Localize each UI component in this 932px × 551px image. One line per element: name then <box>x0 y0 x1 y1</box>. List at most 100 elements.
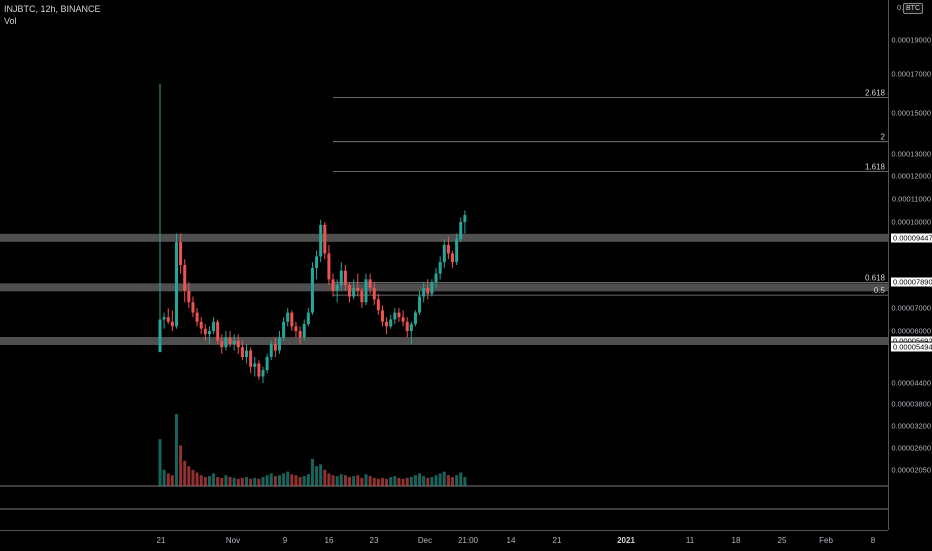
candle-body <box>277 337 281 351</box>
fib-level-label: 0.5 <box>874 286 886 295</box>
price-tick-label: 0.00002600 <box>891 443 931 453</box>
candle-body <box>434 273 438 283</box>
volume-bar <box>212 473 216 486</box>
volume-bar <box>430 477 434 486</box>
candle-body <box>368 279 372 288</box>
volume-bar <box>442 471 446 486</box>
support-resistance-zone <box>0 283 888 292</box>
fib-level-label: 1.618 <box>865 163 886 172</box>
volume-bar <box>393 476 397 486</box>
fib-level-label: 0.618 <box>865 273 886 282</box>
volume-bar <box>282 473 286 486</box>
candle-body <box>228 337 232 344</box>
candle-body <box>343 270 347 286</box>
volume-bar <box>401 478 405 486</box>
candle-body <box>257 363 261 377</box>
volume-bar <box>360 477 364 486</box>
time-tick-label: Dec <box>417 536 433 545</box>
candle-body <box>389 319 393 327</box>
volume-bar <box>240 477 244 486</box>
time-tick-label: 21 <box>552 536 562 545</box>
time-tick-label: 8 <box>870 536 876 545</box>
price-tick-label: 0.00012000 <box>891 171 931 181</box>
volume-bar <box>463 477 467 486</box>
volume-bar <box>249 478 253 486</box>
candle-body <box>331 279 335 291</box>
candle-body <box>187 290 191 303</box>
candle-body <box>409 324 413 331</box>
candle-body <box>426 287 430 294</box>
candle-body <box>413 312 417 325</box>
time-tick-label: 11 <box>685 536 695 545</box>
candle-body <box>249 350 253 367</box>
volume-bar <box>339 474 343 486</box>
volume-bar <box>245 477 249 486</box>
volume-bar <box>265 475 269 486</box>
volume-bar <box>409 477 413 486</box>
price-tick-label: 0.00011000 <box>891 194 931 204</box>
time-tick-label: 21 <box>156 536 166 545</box>
volume-bar <box>323 469 327 486</box>
price-tick-label: 0.00015000 <box>891 108 931 118</box>
candle-body <box>269 344 273 357</box>
time-axis[interactable]: 21 Nov 9 16 23 Dec 21:00 14 21 2021 11 18 25 Feb 8 <box>0 530 888 551</box>
support-resistance-zone <box>0 337 888 346</box>
volume-bar <box>364 474 368 486</box>
volume-legend: Vol <box>4 16 17 26</box>
volume-bar <box>380 477 384 486</box>
candle-body <box>364 279 368 303</box>
volume-bar <box>455 475 459 486</box>
price-level-label: 0.00007890 <box>890 276 932 288</box>
candle-body <box>352 287 356 297</box>
volume-bar <box>228 477 232 486</box>
candle-body <box>323 224 327 254</box>
candle-body <box>191 302 195 313</box>
volume-bar <box>306 474 310 486</box>
fib-level-label: 2 <box>881 133 886 142</box>
candle-body <box>430 282 434 294</box>
price-chart[interactable]: 2.618 2 1.618 0.618 0.5 <box>0 0 888 530</box>
candle-body <box>418 296 422 313</box>
price-tick-label: 0.00003800 <box>891 399 931 409</box>
currency-badge[interactable]: BTC <box>903 3 923 14</box>
candle-body <box>294 326 298 331</box>
volume-bar <box>356 475 360 486</box>
volume-bar <box>286 471 290 486</box>
volume-bar <box>418 473 422 486</box>
candle-body <box>224 337 228 348</box>
time-tick-label: 18 <box>731 536 741 545</box>
volume-bar <box>302 476 306 486</box>
candle-body <box>310 267 314 313</box>
volume-bar <box>195 472 199 486</box>
volume-bar <box>343 475 347 486</box>
volume-bar <box>376 478 380 486</box>
time-tick-label: 14 <box>506 536 516 545</box>
candle-body <box>282 321 286 338</box>
volume-bar <box>187 466 191 486</box>
time-tick-label: 23 <box>369 536 379 545</box>
volume-bar <box>310 459 314 486</box>
candle-body <box>253 363 257 367</box>
volume-bar <box>385 478 389 486</box>
volume-bar <box>327 473 331 486</box>
volume-bar <box>253 477 257 486</box>
price-tick-label: 0.00019000 <box>891 35 931 45</box>
volume-bar <box>174 414 178 486</box>
volume-bar <box>315 466 319 486</box>
price-axis[interactable]: 0.00019000 0.00017000 0.00015000 0.00013000… <box>888 0 932 530</box>
volume-bar <box>389 477 393 486</box>
price-tick-label: 0.00013000 <box>891 149 931 159</box>
volume-bar <box>426 477 430 486</box>
volume-bar <box>352 476 356 486</box>
candle-body <box>220 340 224 348</box>
candle-body <box>376 299 380 311</box>
axis-top-label: 0.0 <box>897 3 907 12</box>
candle-body <box>236 340 240 348</box>
time-tick-label: 21:00 <box>457 536 479 545</box>
candle-body <box>240 347 244 357</box>
volume-bar <box>413 475 417 486</box>
candle-body <box>302 324 306 338</box>
candle-body <box>245 350 249 357</box>
time-tick-label: Nov <box>225 536 241 545</box>
candle-body <box>360 290 364 303</box>
